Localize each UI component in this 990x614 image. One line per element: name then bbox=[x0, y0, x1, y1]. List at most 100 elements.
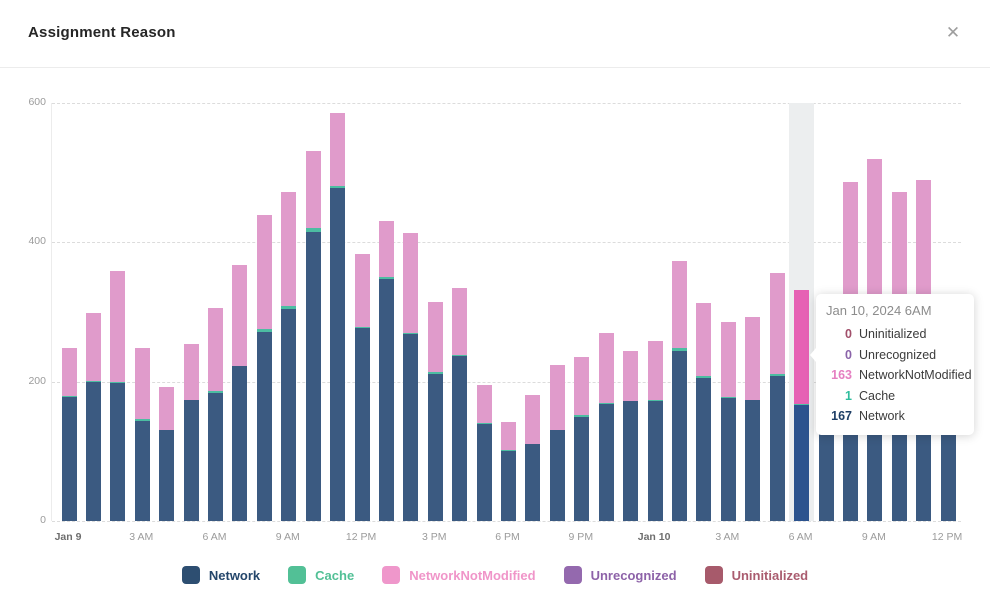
bar[interactable] bbox=[159, 386, 175, 521]
bar-segment-networknotmodified bbox=[208, 307, 224, 392]
legend-item-unrecognized[interactable]: Unrecognized bbox=[563, 566, 677, 584]
bar[interactable] bbox=[647, 340, 663, 521]
bar[interactable] bbox=[183, 344, 199, 521]
legend-item-networknotmodified[interactable]: NetworkNotModified bbox=[382, 566, 536, 584]
bar-segment-networknotmodified bbox=[525, 394, 541, 444]
bar-segment-cache bbox=[354, 326, 370, 329]
x-tick-label: 9 AM bbox=[275, 531, 300, 543]
bar[interactable] bbox=[769, 273, 785, 521]
legend-label: Network bbox=[208, 567, 261, 583]
x-tick-label: Jan 9 bbox=[54, 531, 82, 543]
bar-segment-network bbox=[452, 355, 468, 521]
bar[interactable] bbox=[232, 265, 248, 521]
bar-segment-networknotmodified bbox=[110, 270, 126, 383]
bar-segment-network bbox=[403, 334, 419, 521]
bar-segment-cache bbox=[501, 449, 517, 451]
bar[interactable] bbox=[623, 351, 639, 521]
chart-tooltip: Jan 10, 2024 6AM 0 Uninitialized 0 Unrecogn… bbox=[810, 294, 974, 435]
bar-segment-network bbox=[427, 374, 443, 521]
bar-segment-cache bbox=[476, 423, 492, 425]
bar-segment-network bbox=[305, 231, 321, 521]
bar[interactable] bbox=[305, 151, 321, 521]
bar[interactable] bbox=[598, 332, 614, 521]
bar-segment-cache bbox=[769, 374, 785, 377]
tooltip-value: 0 bbox=[845, 347, 852, 362]
bar-segment-network bbox=[525, 444, 541, 521]
bar[interactable] bbox=[476, 385, 492, 521]
bar-segment-networknotmodified bbox=[134, 348, 150, 420]
bar-segment-cache bbox=[794, 403, 810, 405]
gridline bbox=[52, 242, 961, 244]
x-tick-label: Jan 10 bbox=[637, 531, 671, 543]
legend-item-cache[interactable]: Cache bbox=[288, 566, 354, 584]
bar-segment-network bbox=[256, 331, 272, 521]
legend-label: Unrecognized bbox=[590, 567, 677, 583]
bar[interactable] bbox=[574, 356, 590, 521]
bar[interactable] bbox=[208, 307, 224, 521]
bar[interactable] bbox=[525, 394, 541, 521]
bar-segment-networknotmodified bbox=[256, 214, 272, 330]
bar-segment-cache bbox=[281, 305, 297, 309]
bar-segment-network bbox=[110, 383, 126, 521]
bar[interactable] bbox=[672, 261, 687, 521]
bar-segment-cache bbox=[85, 380, 101, 383]
bar[interactable] bbox=[354, 253, 370, 521]
bar[interactable] bbox=[696, 302, 712, 521]
bar[interactable] bbox=[745, 316, 761, 521]
bar-segment-cache bbox=[647, 399, 663, 402]
bar-segment-networknotmodified bbox=[794, 290, 810, 404]
y-tick-label: 400 bbox=[28, 235, 46, 248]
bar[interactable] bbox=[427, 301, 443, 521]
bar[interactable] bbox=[330, 113, 346, 521]
bar-segment-network bbox=[183, 400, 199, 521]
tooltip-row: 0 Uninitialized bbox=[826, 324, 962, 345]
bar[interactable] bbox=[281, 192, 297, 521]
bar-segment-cache bbox=[574, 415, 590, 418]
bar-segment-networknotmodified bbox=[378, 221, 394, 278]
tooltip-header: Jan 10, 2024 6AM bbox=[826, 303, 932, 318]
bar-segment-cache bbox=[525, 443, 541, 445]
bar[interactable] bbox=[720, 321, 736, 521]
gridline bbox=[52, 381, 961, 383]
legend-item-uninitialized[interactable]: Uninitialized bbox=[704, 566, 808, 584]
bar-segment-networknotmodified bbox=[452, 287, 468, 355]
bar-segment-cache bbox=[452, 354, 468, 356]
legend-swatch bbox=[288, 566, 307, 584]
bar[interactable] bbox=[134, 348, 150, 521]
legend-swatch bbox=[563, 566, 582, 584]
page-title: Assignment Reason bbox=[28, 24, 176, 41]
close-icon[interactable]: ✕ bbox=[945, 23, 961, 42]
legend-swatch bbox=[382, 566, 401, 584]
bar[interactable] bbox=[403, 232, 419, 521]
bar[interactable] bbox=[501, 422, 517, 521]
bar[interactable] bbox=[378, 221, 394, 521]
bar-segment-network bbox=[549, 430, 565, 521]
bar-segment-network bbox=[61, 397, 77, 521]
bar[interactable] bbox=[256, 214, 272, 521]
y-tick-label: 200 bbox=[28, 374, 46, 387]
tooltip-value: 0 bbox=[845, 327, 852, 341]
x-tick-label: 3 AM bbox=[715, 531, 740, 543]
x-tick-label: 6 PM bbox=[495, 531, 520, 543]
bar[interactable] bbox=[794, 290, 810, 521]
bar-segment-network bbox=[501, 450, 517, 521]
bar-segment-networknotmodified bbox=[330, 113, 346, 186]
bar-segment-cache bbox=[549, 429, 565, 431]
bar[interactable] bbox=[85, 312, 101, 521]
tooltip-value: 163 bbox=[831, 368, 852, 382]
bar-segment-networknotmodified bbox=[354, 253, 370, 327]
bar[interactable] bbox=[61, 347, 77, 521]
legend-label: Cache bbox=[315, 567, 355, 583]
bar-segment-network bbox=[232, 366, 248, 521]
bar-segment-cache bbox=[61, 396, 77, 397]
bar[interactable] bbox=[549, 364, 565, 521]
legend-item-network[interactable]: Network bbox=[181, 566, 261, 584]
bar-segment-network bbox=[159, 430, 175, 521]
bar[interactable] bbox=[452, 287, 468, 521]
bar-segment-cache bbox=[672, 348, 687, 352]
modal-header: Assignment Reason ✕ bbox=[0, 0, 990, 68]
bar-segment-network bbox=[281, 308, 297, 521]
tooltip-value: 1 bbox=[845, 388, 852, 403]
bar[interactable] bbox=[110, 270, 126, 521]
